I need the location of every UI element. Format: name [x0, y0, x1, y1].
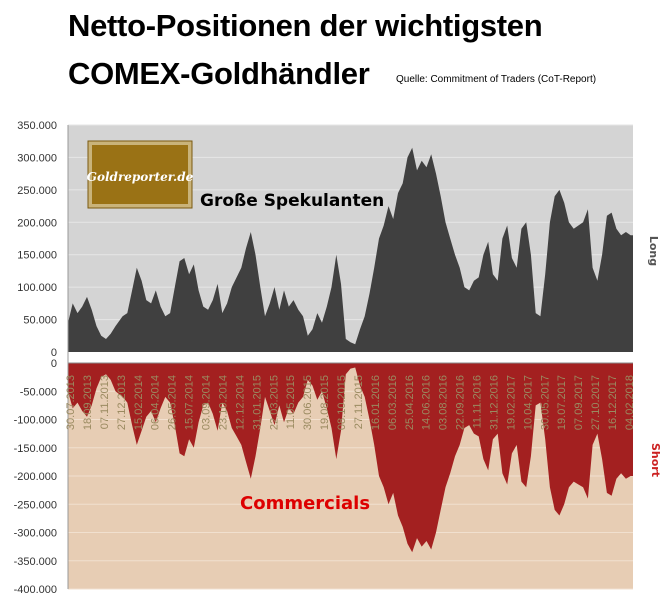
x-tick-label: 10.04.2017: [522, 375, 534, 430]
x-tick-label: 11.11.2016: [472, 375, 484, 428]
page-title-line-1: Netto-Positionen der wichtigsten: [68, 8, 543, 43]
long-axis-label: Long: [647, 236, 660, 266]
x-tick-label: 26.05.2014: [167, 375, 179, 430]
y-tick-label: 0: [51, 358, 57, 370]
x-tick-label: 19.02.2017: [505, 375, 517, 430]
y-tick-label: -200.000: [14, 471, 57, 483]
x-tick-label: 30.07.2013: [65, 375, 77, 430]
x-tick-label: 30.05.2017: [539, 375, 551, 430]
source-note: Quelle: Commitment of Traders (CoT-Repor…: [396, 74, 597, 85]
y-tick-label: 300.000: [17, 152, 57, 164]
x-tick-label: 15.02.2014: [133, 375, 145, 430]
logo-text: Goldreporter.de: [87, 170, 194, 184]
x-tick-label: 23.10.2014: [218, 375, 230, 430]
x-tick-label: 12.12.2014: [234, 375, 246, 430]
speculators-label: Große Spekulanten: [200, 191, 384, 211]
goldreporter-logo: Goldreporter.de: [87, 140, 194, 209]
x-tick-label: 30.06.2015: [302, 375, 314, 430]
y-tick-label: -150.000: [14, 443, 57, 455]
x-tick-label: 07.11.2013: [99, 375, 111, 429]
x-tick-label: 22.03.2015: [268, 375, 280, 430]
y-tick-label: -250.000: [14, 499, 57, 511]
y-tick-label: 50.000: [23, 315, 57, 327]
speculators-area: [68, 147, 633, 352]
x-tick-label: 03.08.2016: [438, 375, 450, 430]
x-tick-label: 03.09.2014: [201, 375, 213, 430]
commercials-label: Commercials: [240, 493, 370, 514]
x-tick-label: 31.12.2016: [489, 375, 501, 430]
y-tick-label: -350.000: [14, 556, 57, 568]
x-tick-label: 06.04.2014: [150, 375, 162, 430]
page-title-line-2: COMEX-Goldhändler: [68, 56, 370, 91]
x-tick-label: 15.07.2014: [184, 375, 196, 430]
y-tick-label: 0: [51, 347, 57, 359]
x-tick-label: 18.09.2013: [82, 375, 94, 430]
y-tick-label: 200.000: [17, 217, 57, 229]
y-tick-label: 150.000: [17, 250, 57, 262]
commercials-area: [68, 363, 633, 553]
y-tick-label: -50.000: [20, 386, 57, 398]
x-tick-label: 19.07.2017: [556, 375, 568, 430]
x-tick-label: 16.12.2017: [607, 375, 619, 430]
y-tick-label: 350.000: [17, 120, 57, 132]
x-tick-label: 04.02.2018: [624, 375, 636, 430]
short-axis-label: Short: [649, 443, 662, 477]
y-tick-label: -100.000: [14, 415, 57, 427]
x-tick-label: 31.01.2015: [251, 375, 263, 430]
x-tick-label: 25.04.2016: [404, 375, 416, 430]
x-tick-label: 27.10.2017: [590, 375, 602, 430]
x-tick-label: 19.08.2015: [319, 375, 331, 430]
x-tick-label: 27.11.2015: [353, 375, 365, 429]
y-tick-labels: 350.000 300.000 250.000 200.000 150.000 100.0…: [14, 120, 57, 596]
x-tick-label: 11.05.2015: [285, 375, 297, 429]
x-tick-label: 16.01.2016: [370, 375, 382, 430]
x-tick-label: 14.06.2016: [421, 375, 433, 430]
x-tick-label: 07.09.2017: [573, 375, 585, 430]
x-tick-label: 08.10.2015: [336, 375, 348, 430]
x-tick-label: 22.09.2016: [455, 375, 467, 430]
x-tick-label: 27.12.2013: [116, 375, 128, 430]
x-tick-label: 06.03.2016: [387, 375, 399, 430]
y-tick-label: 250.000: [17, 185, 57, 197]
y-tick-label: 100.000: [17, 282, 57, 294]
y-tick-label: -300.000: [14, 528, 57, 540]
x-tick-labels: 30.07.2013 18.09.2013 07.11.2013 27.12.2013…: [65, 375, 636, 430]
y-tick-label: -400.000: [14, 584, 57, 596]
